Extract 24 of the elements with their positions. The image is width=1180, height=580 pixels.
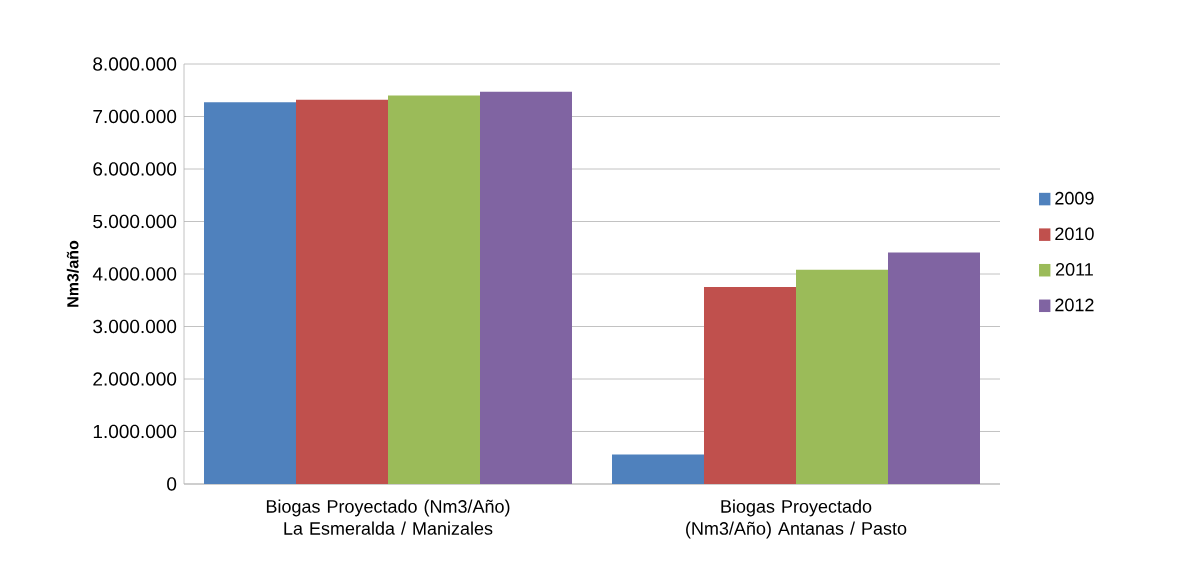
- bar: [796, 269, 888, 484]
- y-tick-label: 7.000.000: [93, 109, 177, 124]
- x-tick-label: Biogas Proyectado (Nm3/Año) Antanas / Pasto: [686, 499, 907, 539]
- legend-label: 2011: [1055, 262, 1093, 276]
- bar: [204, 102, 296, 484]
- y-tick-label: 6.000.000: [93, 162, 177, 176]
- bar: [704, 287, 796, 484]
- y-tick-label: 5.000.000: [93, 214, 177, 229]
- bar: [888, 252, 980, 484]
- bar: [612, 454, 704, 484]
- legend-label: 2009: [1055, 191, 1094, 205]
- bar: [480, 91, 572, 484]
- y-tick-label: 3.000.000: [93, 319, 177, 334]
- y-axis-title: Nm3/año: [66, 240, 79, 307]
- bar: [296, 99, 388, 484]
- legend-label: 2010: [1055, 227, 1094, 241]
- y-tick-label: 2.000.000: [93, 372, 177, 386]
- y-tick-label: 4.000.000: [92, 267, 177, 281]
- legend-label: 2012: [1055, 298, 1094, 312]
- x-tick-label: Biogas Proyectado (Nm3/Año) La Esmeralda / Manizales: [266, 499, 510, 535]
- y-tick-label: 8.000.000: [93, 57, 177, 71]
- y-tick-label: 1.000.000: [93, 424, 177, 439]
- bar: [388, 95, 480, 484]
- y-tick-label: 0: [167, 477, 177, 491]
